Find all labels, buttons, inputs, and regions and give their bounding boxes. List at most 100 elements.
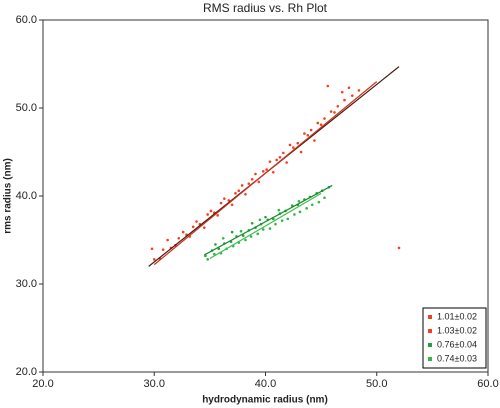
data-point xyxy=(254,172,257,176)
data-point xyxy=(343,98,346,102)
data-point xyxy=(150,247,154,251)
data-point xyxy=(357,89,361,92)
data-point xyxy=(249,235,253,238)
legend-marker xyxy=(428,315,432,319)
data-point xyxy=(177,236,181,240)
fit-line xyxy=(204,184,333,256)
data-point xyxy=(213,252,216,256)
data-point xyxy=(161,248,165,251)
data-point xyxy=(221,236,225,240)
data-point xyxy=(247,182,251,185)
data-point xyxy=(278,155,282,159)
data-point xyxy=(350,94,354,97)
data-point xyxy=(223,197,226,200)
data-point xyxy=(292,146,295,149)
data-point xyxy=(166,238,169,242)
data-point xyxy=(261,228,265,231)
data-point xyxy=(257,180,261,184)
data-point xyxy=(336,104,340,108)
x-tick-label: 50.0 xyxy=(366,378,387,390)
legend-marker xyxy=(428,343,432,347)
data-point xyxy=(299,150,303,154)
data-point xyxy=(258,218,262,222)
y-axis-label: rms radius (nm) xyxy=(3,158,14,234)
data-point xyxy=(181,230,185,234)
data-point xyxy=(323,117,326,120)
data-point xyxy=(271,170,275,174)
chart-title: RMS radius vs. Rh Plot xyxy=(203,1,328,15)
y-tick-label: 60.0 xyxy=(16,14,37,26)
data-point xyxy=(240,184,244,187)
data-point xyxy=(298,210,302,214)
x-axis-label: hydrodynamic radius (nm) xyxy=(202,395,328,406)
y-tick-label: 40.0 xyxy=(16,190,37,202)
plot-frame xyxy=(42,19,489,373)
data-point xyxy=(340,90,344,94)
data-point xyxy=(306,133,310,137)
data-point xyxy=(234,192,237,195)
data-point xyxy=(206,258,209,261)
data-point xyxy=(230,230,234,234)
data-point xyxy=(305,207,308,210)
data-point xyxy=(274,222,277,226)
data-point xyxy=(323,196,326,200)
data-point xyxy=(280,219,284,222)
data-point xyxy=(264,215,267,219)
data-point xyxy=(286,217,290,221)
data-point xyxy=(293,213,296,216)
legend-text: 1.03±0.02 xyxy=(437,325,477,335)
data-point xyxy=(250,221,254,225)
data-point xyxy=(309,128,313,132)
data-point xyxy=(297,199,301,203)
data-point xyxy=(275,158,278,162)
legend-text: 1.01±0.02 xyxy=(437,311,477,321)
legend-marker xyxy=(428,329,432,333)
legend-text: 0.74±0.03 xyxy=(437,353,477,363)
data-point xyxy=(265,168,268,171)
data-point xyxy=(219,201,223,205)
data-point xyxy=(397,246,401,250)
x-tick-label: 20.0 xyxy=(32,378,53,390)
data-point xyxy=(237,189,241,193)
data-point xyxy=(241,234,245,237)
data-point xyxy=(239,229,243,233)
legend-text: 0.76±0.04 xyxy=(437,339,477,349)
data-point xyxy=(303,132,306,135)
y-tick-label: 20.0 xyxy=(16,366,37,378)
data-point xyxy=(317,200,321,204)
data-point xyxy=(256,232,260,236)
y-tick-label: 50.0 xyxy=(16,102,37,114)
data-point xyxy=(285,161,288,164)
data-point xyxy=(296,141,300,145)
fit-line xyxy=(153,81,378,266)
x-tick-label: 40.0 xyxy=(255,378,276,390)
data-point xyxy=(329,110,333,113)
legend-marker xyxy=(428,357,432,361)
data-point xyxy=(333,111,336,114)
x-tick-label: 60.0 xyxy=(477,378,498,390)
data-point xyxy=(230,203,234,207)
data-point xyxy=(217,247,221,251)
data-point xyxy=(195,220,198,223)
y-tick-label: 30.0 xyxy=(16,278,37,290)
data-point xyxy=(319,123,323,127)
data-point xyxy=(209,209,213,213)
data-point xyxy=(261,170,265,173)
data-point xyxy=(250,177,254,181)
fit-line xyxy=(209,192,322,259)
data-point xyxy=(288,143,292,147)
data-point xyxy=(268,160,272,163)
data-point xyxy=(206,213,209,216)
data-point xyxy=(277,208,281,212)
x-tick-label: 30.0 xyxy=(144,378,165,390)
data-point xyxy=(203,226,206,229)
legend-box xyxy=(422,307,487,369)
data-point xyxy=(282,151,285,155)
data-point xyxy=(313,139,316,142)
data-point xyxy=(310,203,314,207)
data-point xyxy=(227,199,231,202)
data-point xyxy=(244,238,247,242)
data-point xyxy=(326,84,330,88)
data-point xyxy=(216,214,219,217)
